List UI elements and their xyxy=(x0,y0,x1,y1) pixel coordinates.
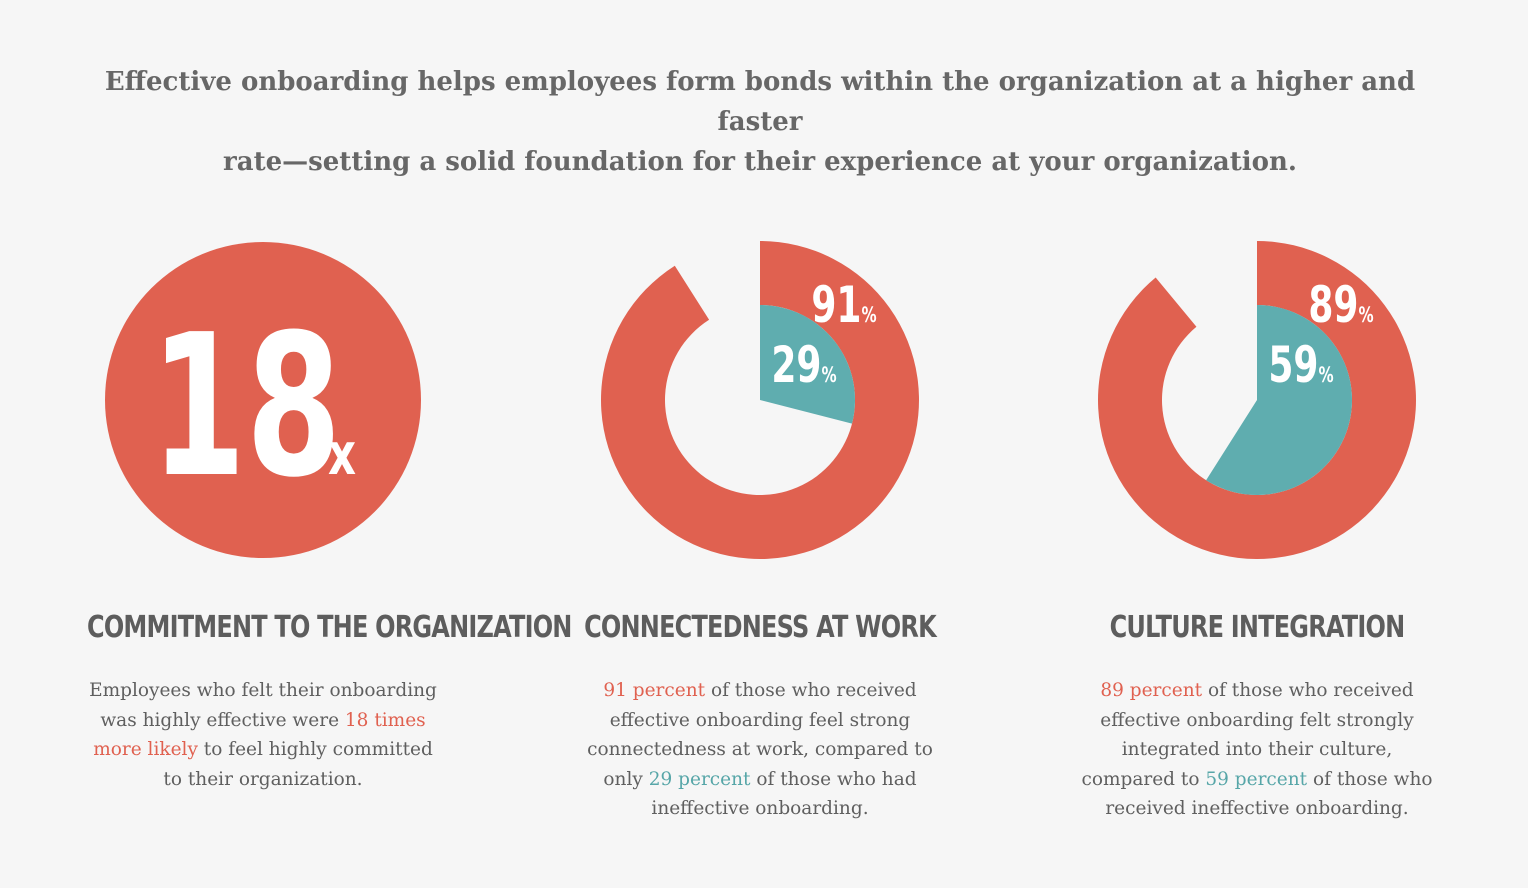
culture-chart: 89%59% xyxy=(1098,241,1416,559)
intro-line-2: rate—setting a solid foundation for thei… xyxy=(223,147,1297,177)
commitment-description: Employees who felt their onboarding was … xyxy=(43,676,483,794)
connectedness-section: CONNECTEDNESS AT WORK 91 percent of thos… xyxy=(540,606,980,824)
commitment-highlight-18-times: 18 times xyxy=(344,709,426,731)
culture-line-5: received ineffective onboarding. xyxy=(1105,798,1409,819)
commitment-stat: 18 x xyxy=(105,242,421,558)
ring-label-91: 91% xyxy=(811,277,876,334)
commitment-stat-value: 18 xyxy=(151,292,342,520)
connectedness-line-1b: of those who received xyxy=(705,680,917,701)
connectedness-line-5: ineffective onboarding. xyxy=(651,798,869,819)
culture-line-1b: of those who received xyxy=(1202,680,1414,701)
connectedness-line-2: effective onboarding feel strong xyxy=(609,709,911,731)
commitment-line-4: to their organization. xyxy=(163,768,363,790)
culture-description: 89 percent of those who received effecti… xyxy=(1037,676,1477,824)
inner-slice-59 xyxy=(1206,305,1352,495)
culture-line-3: integrated into their culture, xyxy=(1121,739,1393,760)
culture-section: CULTURE INTEGRATION 89 percent of those … xyxy=(1037,606,1477,824)
commitment-line-2a: was highly effective were xyxy=(100,709,345,731)
culture-line-4a: compared to xyxy=(1081,768,1206,790)
connectedness-line-4a: only xyxy=(603,768,649,790)
connectedness-highlight-29-percent: 29 percent xyxy=(648,768,751,790)
commitment-stat-circle xyxy=(105,242,421,558)
commitment-title: COMMITMENT TO THE ORGANIZATION xyxy=(87,610,572,645)
connectedness-title: CONNECTEDNESS AT WORK xyxy=(584,610,937,645)
connectedness-line-4c: of those who had xyxy=(750,768,917,790)
culture-highlight-59-percent: 59 percent xyxy=(1205,768,1308,790)
connectedness-line-3: connectedness at work, compared to xyxy=(587,739,933,760)
inner-slice-29 xyxy=(760,305,855,424)
connectedness-description: 91 percent of those who received effecti… xyxy=(540,676,980,824)
ring-label-89: 89% xyxy=(1308,277,1373,334)
ring-slice-89 xyxy=(1098,241,1416,559)
inner-label-59: 59% xyxy=(1268,337,1333,394)
connectedness-highlight-91-percent: 91 percent xyxy=(603,680,706,701)
commitment-stat-unit: x xyxy=(328,421,356,489)
connectedness-chart: 91%29% xyxy=(600,241,919,559)
commitment-highlight-more-likely: more likely xyxy=(93,739,198,760)
commitment-line-1: Employees who felt their onboarding xyxy=(89,680,437,701)
culture-line-2: effective onboarding felt strongly xyxy=(1100,709,1414,731)
commitment-line-3b: to feel highly committed xyxy=(197,739,433,760)
ring-slice-91 xyxy=(600,241,919,559)
inner-label-29: 29% xyxy=(771,337,836,394)
intro-line-1: Effective onboarding helps employees for… xyxy=(104,67,1416,137)
intro-text: Effective onboarding helps employees for… xyxy=(60,62,1460,182)
culture-line-4c: of those who xyxy=(1307,768,1433,790)
culture-highlight-89-percent: 89 percent xyxy=(1100,680,1203,701)
commitment-section: COMMITMENT TO THE ORGANIZATION Employees… xyxy=(43,606,572,794)
culture-title: CULTURE INTEGRATION xyxy=(1109,610,1406,645)
